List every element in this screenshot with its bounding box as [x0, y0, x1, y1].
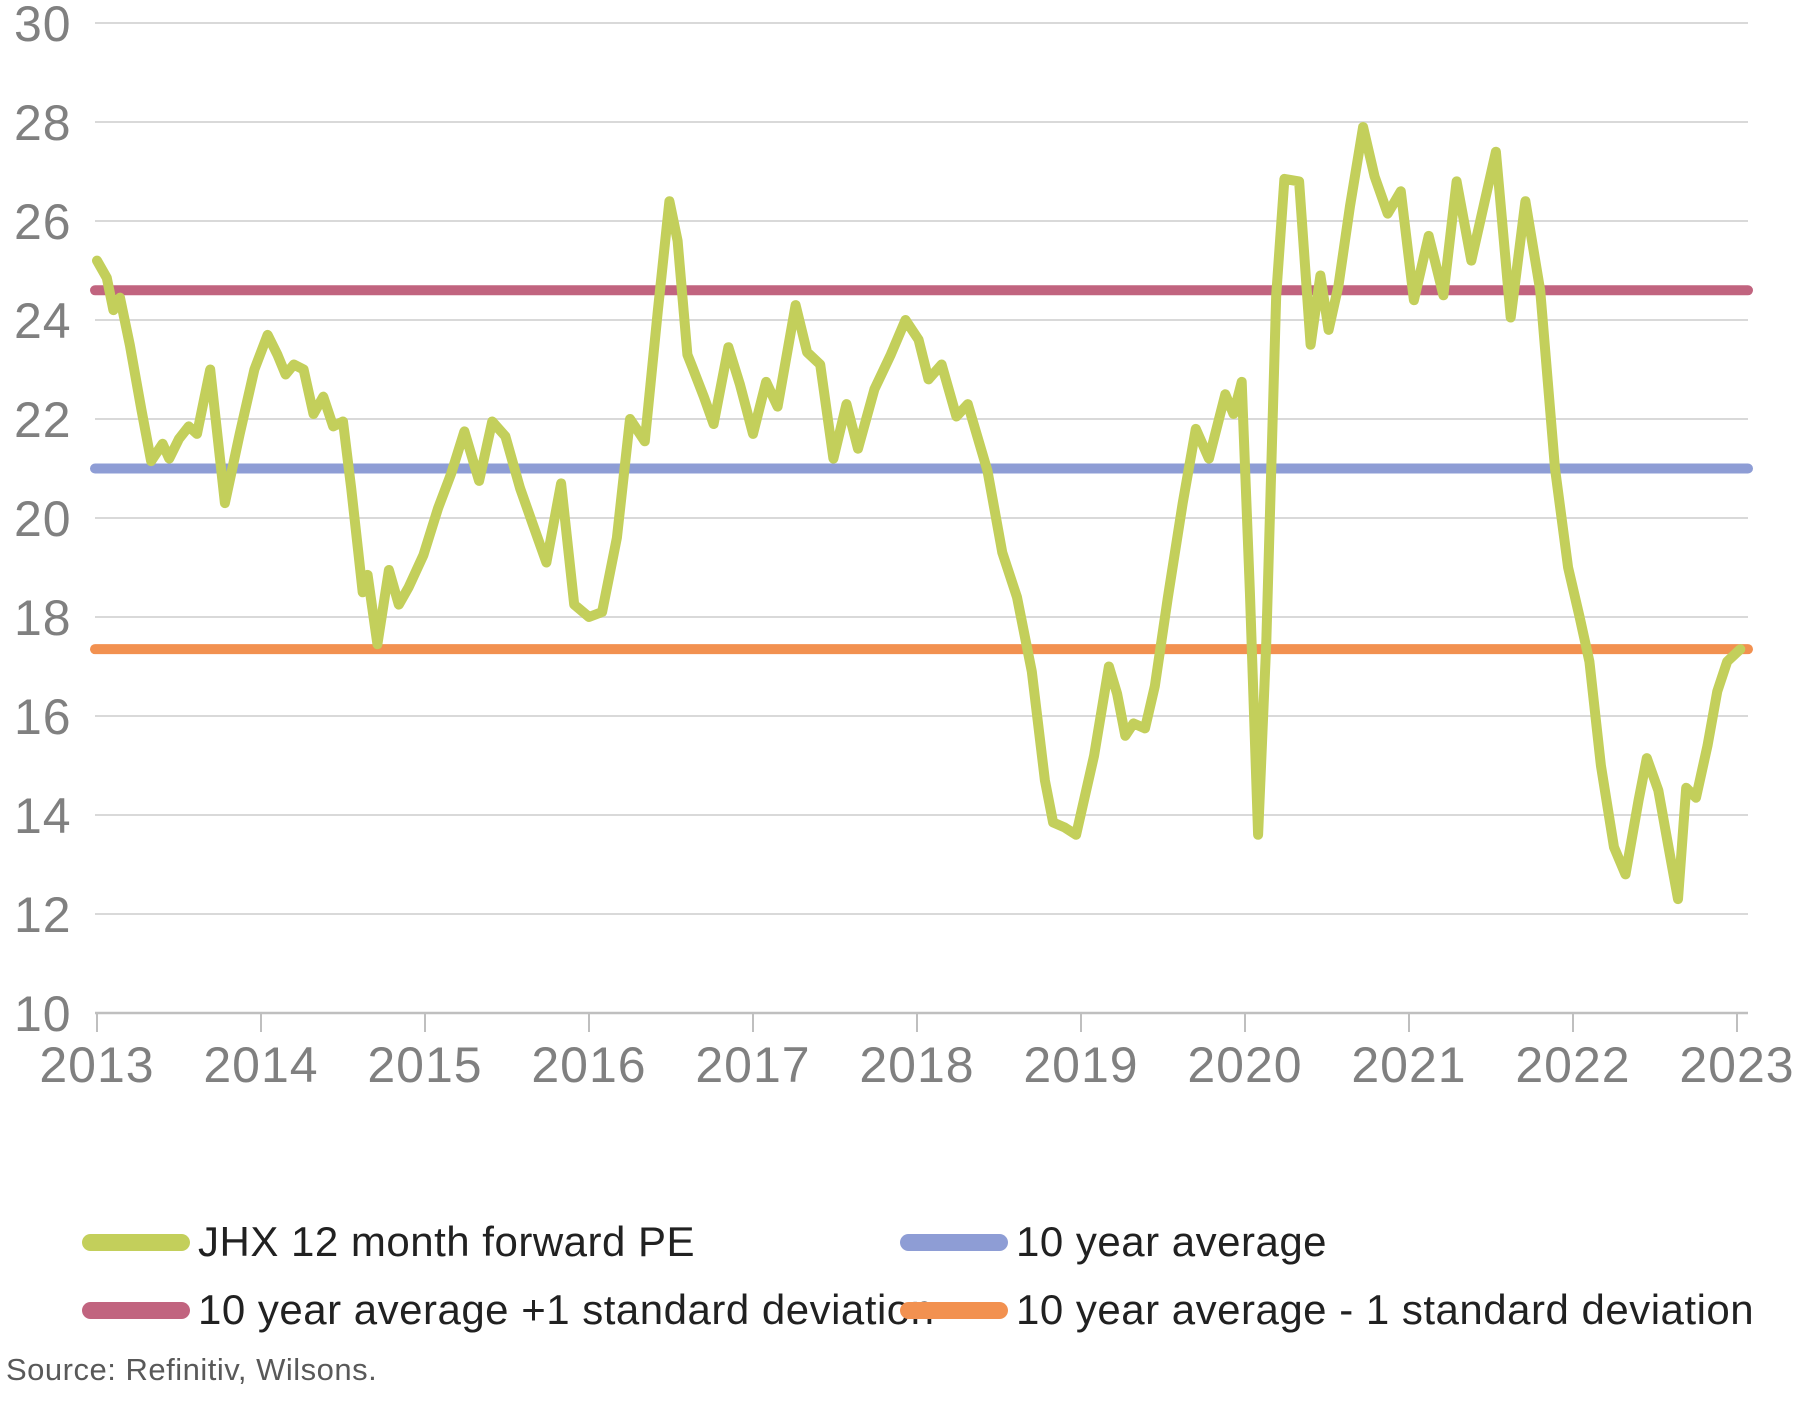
- x-tick-label: 2013: [39, 1037, 155, 1093]
- x-tick-label: 2014: [203, 1037, 319, 1093]
- plus1sd-line-swatch: [82, 1301, 190, 1319]
- legend-item-plus1sd: 10 year average +1 standard deviation: [82, 1286, 935, 1333]
- source-note: Source: Refinitiv, Wilsons.: [6, 1352, 378, 1387]
- legend-label-plus1sd: 10 year average +1 standard deviation: [198, 1286, 935, 1333]
- x-tick-label: 2019: [1023, 1037, 1139, 1093]
- y-tick-label: 30: [14, 0, 72, 52]
- y-tick-label: 28: [14, 95, 72, 151]
- x-tick-label: 2018: [859, 1037, 975, 1093]
- y-tick-label: 12: [14, 887, 72, 943]
- x-tick-label: 2022: [1515, 1037, 1631, 1093]
- legend-item-minus1sd: 10 year average - 1 standard deviation: [900, 1286, 1755, 1333]
- legend-label-minus1sd: 10 year average - 1 standard deviation: [1016, 1286, 1755, 1333]
- jhx-line-swatch: [82, 1233, 190, 1251]
- y-tick-label: 22: [14, 392, 72, 448]
- y-tick-label: 24: [14, 293, 72, 349]
- x-tick-label: 2023: [1679, 1037, 1795, 1093]
- legend-label-jhx: JHX 12 month forward PE: [198, 1218, 696, 1265]
- x-tick-label: 2015: [367, 1037, 483, 1093]
- y-tick-label: 20: [14, 491, 72, 547]
- legend-item-average: 10 year average: [900, 1218, 1328, 1265]
- x-tick-label: 2016: [531, 1037, 647, 1093]
- y-tick-label: 16: [14, 689, 72, 745]
- legend-label-average: 10 year average: [1016, 1218, 1328, 1265]
- x-tick-label: 2021: [1351, 1037, 1467, 1093]
- average-line-swatch: [900, 1233, 1008, 1251]
- x-tick-label: 2020: [1187, 1037, 1303, 1093]
- y-tick-label: 18: [14, 590, 72, 646]
- jhx-series-line: [92, 122, 1746, 905]
- x-tick-label: 2017: [695, 1037, 811, 1093]
- y-tick-label: 14: [14, 788, 72, 844]
- minus1sd-line-swatch: [900, 1301, 1008, 1319]
- y-tick-label: 10: [14, 986, 72, 1042]
- legend-item-jhx: JHX 12 month forward PE: [82, 1218, 696, 1265]
- y-tick-label: 26: [14, 194, 72, 250]
